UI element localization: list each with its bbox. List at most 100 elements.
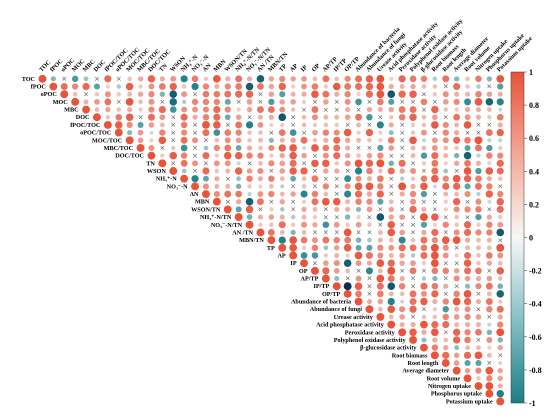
cell-circle <box>268 190 275 198</box>
cell-circle <box>289 243 297 252</box>
cell-not-significant: × <box>421 267 427 275</box>
cell-circle <box>497 152 504 159</box>
cell-circle <box>365 75 374 83</box>
cell-circle <box>355 83 363 91</box>
cell-circle <box>289 129 297 136</box>
cell-circle <box>420 98 428 106</box>
cell-circle <box>213 190 220 198</box>
row-label-ap: AP <box>277 252 285 259</box>
cell-not-significant: × <box>367 282 373 290</box>
cell-circle <box>301 245 307 250</box>
cell-circle <box>268 91 275 97</box>
cell-circle <box>169 90 178 98</box>
cell-circle <box>137 121 144 128</box>
cell-circle <box>442 306 449 313</box>
cell-circle <box>486 336 493 343</box>
cell-circle <box>344 83 352 90</box>
cell-circle <box>409 336 417 344</box>
cell-not-significant: × <box>159 144 165 152</box>
cell-circle <box>420 251 428 259</box>
col-label-tn: TN <box>158 62 169 73</box>
row-label-potassium-uptake: Potassium uptake <box>446 398 493 405</box>
cell-circle <box>180 136 188 144</box>
cell-circle <box>356 130 361 135</box>
cell-circle <box>398 328 407 337</box>
cell-circle <box>245 90 254 98</box>
cell-circle <box>345 206 351 212</box>
cell-circle <box>475 314 482 320</box>
cell-circle <box>355 237 362 243</box>
cell-circle <box>409 298 417 306</box>
cell-not-significant: × <box>323 106 329 114</box>
cell-circle <box>376 190 384 198</box>
cell-circle <box>246 145 253 151</box>
cell-circle <box>312 138 318 143</box>
cell-not-significant: × <box>465 213 471 221</box>
cell-circle <box>116 92 121 97</box>
cell-circle <box>212 197 221 206</box>
cell-circle <box>387 259 395 267</box>
cell-circle <box>202 114 210 121</box>
cell-circle <box>322 221 330 229</box>
cell-circle <box>497 276 503 281</box>
cell-circle <box>224 114 231 121</box>
cell-circle <box>464 322 471 328</box>
cell-circle <box>344 160 351 167</box>
cell-not-significant: × <box>334 229 340 237</box>
cell-circle <box>268 183 274 189</box>
cell-not-significant: × <box>486 121 492 129</box>
cell-circle <box>300 167 308 175</box>
cell-not-significant: × <box>497 183 503 191</box>
cell-circle <box>464 367 471 374</box>
cell-circle <box>180 174 189 183</box>
cell-circle <box>300 190 308 198</box>
cell-circle <box>181 106 188 113</box>
cell-circle <box>476 84 481 89</box>
cell-circle <box>487 245 492 251</box>
cell-circle <box>311 175 319 183</box>
cell-circle <box>409 305 417 313</box>
cell-circle <box>180 121 188 129</box>
cell-circle <box>355 275 362 282</box>
cell-circle <box>224 90 232 98</box>
cell-circle <box>388 106 394 113</box>
cell-circle <box>105 106 111 113</box>
cell-circle <box>147 113 155 121</box>
cell-circle <box>345 253 350 258</box>
cell-not-significant: × <box>203 136 209 144</box>
cell-circle <box>377 98 384 106</box>
cell-circle <box>487 138 492 143</box>
cell-circle <box>343 289 352 298</box>
cell-not-significant: × <box>410 213 416 221</box>
cell-circle <box>269 122 274 128</box>
cell-circle <box>421 129 427 136</box>
cell-circle <box>312 214 318 220</box>
cell-circle <box>236 161 241 166</box>
cell-circle <box>290 107 296 112</box>
cell-circle <box>301 221 308 228</box>
cell-circle <box>409 190 417 198</box>
cell-circle <box>463 228 472 237</box>
cell-circle <box>453 206 460 213</box>
row-label-fpoc-toc: fPOC/TOC <box>70 122 100 129</box>
cell-not-significant: × <box>247 160 253 168</box>
cell-circle <box>421 161 427 166</box>
cell-circle <box>486 306 493 313</box>
cell-circle <box>191 175 199 183</box>
cell-circle <box>300 236 308 244</box>
cell-circle <box>367 138 372 143</box>
cell-circle <box>377 268 383 274</box>
cell-circle <box>498 107 503 112</box>
cell-circle <box>496 74 505 83</box>
cell-circle <box>442 137 449 144</box>
cell-circle <box>365 252 373 259</box>
cell-circle <box>431 121 439 129</box>
cell-circle <box>389 76 394 81</box>
cell-circle <box>442 129 449 136</box>
cell-circle <box>421 229 427 236</box>
cell-circle <box>443 345 449 351</box>
cell-circle <box>289 159 297 167</box>
cell-circle <box>246 76 253 82</box>
cell-not-significant: × <box>290 121 296 129</box>
cell-circle <box>376 159 385 168</box>
